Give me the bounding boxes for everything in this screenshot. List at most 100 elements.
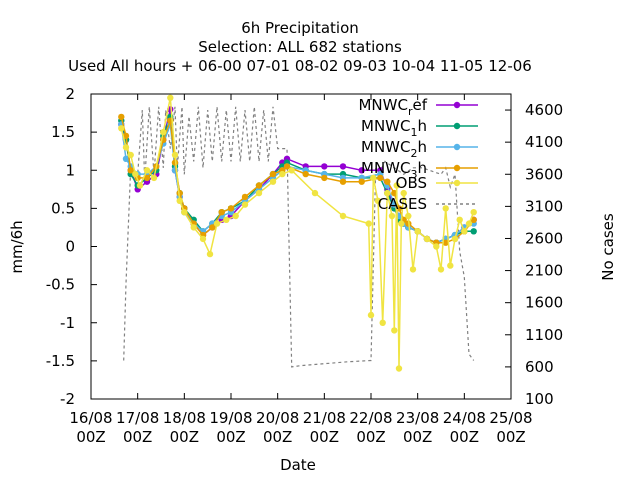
data-point [433,243,440,250]
y-tick-label: 2 [65,85,75,103]
legend-label: OBS [396,174,427,192]
data-point [302,170,309,178]
data-point [437,266,445,273]
data-point [171,151,179,159]
data-point [470,228,477,235]
data-point [241,193,249,201]
data-point [379,319,386,326]
data-point [451,235,459,243]
x-tick-label: 24/08 00Z [443,409,486,446]
legend-label: CASES [378,195,427,213]
data-point [127,151,134,159]
data-point [461,228,468,235]
data-point [321,174,328,182]
y-tick-label: -0.5 [46,276,75,294]
x-axis-title: Date [280,456,316,474]
data-point [122,144,130,151]
data-point [405,212,412,220]
data-point [370,174,377,182]
x-tick-label: 19/08 00Z [209,409,252,446]
data-point [377,174,384,182]
data-point [456,216,463,223]
legend-marker [453,179,461,187]
data-point [388,212,396,220]
data-point [122,132,130,140]
data-point [206,250,214,258]
y2-tick-label: 4600 [525,101,563,119]
data-point [391,327,398,334]
data-point [209,224,216,231]
legend-marker [453,101,461,109]
y-tick-label: 1 [65,161,75,179]
y2-tick-label: 600 [525,358,554,376]
data-point [269,178,277,185]
data-point [321,163,328,170]
data-point [358,178,365,185]
data-point [255,189,263,197]
data-point [447,262,454,269]
legend-label: MNWC1h [361,117,427,139]
chart-title-line: Used All hours + 06-00 07-01 08-02 09-03… [68,57,532,75]
y-tick-label: 0.5 [51,199,75,217]
data-point [176,197,183,204]
y2-axis-title: No cases [599,213,617,281]
data-point [414,228,421,235]
data-point [190,224,197,231]
data-point [232,212,239,220]
y-tick-label: -1.5 [46,352,75,370]
data-point [118,113,125,121]
data-point [367,311,375,319]
x-tick-label: 20/08 00Z [256,409,299,446]
data-point [395,365,403,372]
data-point [167,94,174,102]
x-tick-label: 17/08 00Z [116,409,159,446]
data-point [398,220,405,227]
x-tick-label: 23/08 00Z [396,409,439,446]
x-tick-label: 21/08 00Z [303,409,346,446]
data-point [150,174,158,182]
data-point [223,216,230,223]
y2-tick-label: 3600 [525,165,563,183]
y-tick-label: -2 [60,390,75,408]
y2-tick-label: 2600 [525,229,563,247]
data-point [339,178,347,185]
data-point [374,197,382,204]
legend-marker [453,122,461,130]
chart-title-line: 6h Precipitation [241,19,359,37]
y2-tick-label: 4100 [525,133,563,151]
data-point [143,174,151,182]
data-point [358,167,365,174]
data-point [160,128,167,136]
y-axis-ticks: -2 -1.5 -1 -0.5 0 0.5 1 1.5 2 [46,85,97,408]
x-tick-label: 22/08 00Z [349,409,392,446]
y2-axis-ticks: 100 600 1100 1600 2100 2600 3100 3600 4100 4600 [505,101,563,408]
data-point [288,167,295,174]
x-tick-label: 16/08 00Z [69,409,112,446]
y2-tick-label: 2100 [525,262,563,280]
data-point [199,235,207,243]
data-point [393,182,400,189]
chart-title-line: Selection: ALL 682 stations [198,38,402,56]
data-point [118,125,125,132]
y2-tick-label: 3100 [525,197,563,215]
data-point [255,182,263,189]
x-tick-label: 25/08 00Z [489,409,532,446]
data-point [470,216,477,223]
data-point [241,201,249,208]
legend-label: MNWC2h [361,138,427,160]
x-tick-label: 18/08 00Z [163,409,206,446]
data-point [442,205,449,212]
data-point [311,189,319,197]
data-point [409,266,417,273]
data-point [442,239,449,246]
data-point [279,170,286,178]
plot-frame [90,93,512,400]
data-point [283,163,291,170]
legend-marker [453,164,461,172]
data-point [132,170,139,178]
data-point [423,235,431,243]
